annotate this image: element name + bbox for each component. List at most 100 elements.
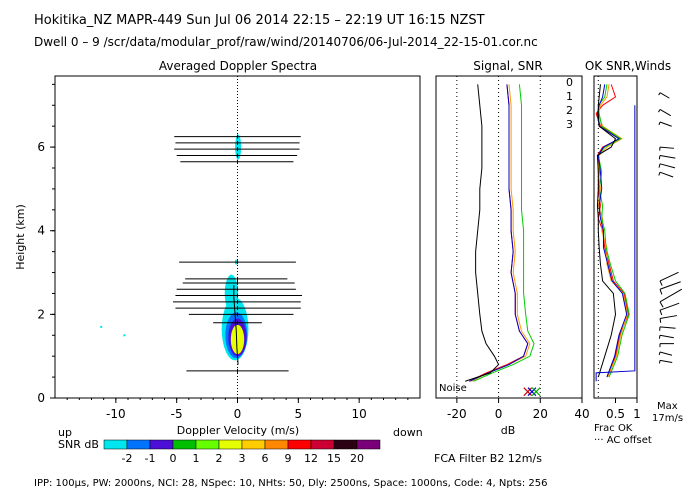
ok-legend-entry: 0 — [566, 76, 573, 89]
fca-filter: FCA Filter B2 12m/s — [434, 452, 542, 465]
wind-barb-head — [658, 92, 661, 96]
ticks-layer: -10 -5 0 5 10 0 2 4 6 -20 0 20 40 0.5 1 — [37, 83, 641, 421]
ok-legend-entry: 1 — [566, 90, 573, 103]
frac-ok-label: Frac OK — [594, 423, 633, 434]
wind-barb-head — [659, 301, 664, 308]
winds-x-tick-label: 0.5 — [606, 407, 625, 421]
footer-params: IPP: 100µs, PW: 2000ns, NCI: 28, NSpec: … — [34, 478, 547, 489]
height-tick-label: 0 — [37, 391, 45, 405]
wind-barb — [659, 271, 679, 286]
down-label: down — [393, 426, 423, 439]
snr-series-noise — [465, 84, 500, 382]
wind-barb-head — [658, 109, 661, 113]
spectra-stray-point — [100, 325, 103, 328]
wind-barb-shaft — [659, 359, 673, 364]
snr-marker-stroke — [523, 387, 533, 397]
spectra-layer — [100, 76, 302, 398]
wind-barb-head — [658, 335, 661, 339]
spectra-stray-point — [123, 334, 126, 337]
colorbar-level-label: 20 — [350, 452, 364, 465]
up-label: up — [58, 426, 72, 439]
wind-barb-shaft — [659, 315, 678, 320]
wind-barb-shaft — [659, 121, 672, 127]
colorbar-level-label: 12 — [304, 452, 318, 465]
wind-barb-shaft — [659, 351, 673, 356]
wind-barb-shaft — [659, 302, 680, 311]
wind-barb — [658, 359, 673, 364]
snr-marker — [531, 387, 541, 397]
header-file: Dwell 0 – 9 /scr/data/modular_prof/raw/w… — [34, 35, 538, 49]
snr-layer — [456, 76, 541, 398]
max-value-label: 17m/s — [652, 413, 683, 424]
snr-marker-stroke — [531, 387, 541, 397]
wind-barb — [659, 281, 681, 295]
colorbar-swatch — [356, 439, 381, 450]
y-axis-label: Height (km) — [14, 204, 27, 270]
wind-barb-head — [659, 280, 663, 286]
wind-barb-head — [658, 121, 661, 126]
spectra-blob-cyan-mid — [224, 274, 239, 313]
winds-x-tick-label: 1 — [633, 407, 641, 421]
wind-barb-shaft — [659, 146, 674, 149]
colorbar-swatch — [310, 439, 335, 450]
height-tick-label: 6 — [37, 140, 45, 154]
spectra-blob-cyan-upper — [235, 134, 242, 160]
ac-offset-legend: ··· AC offset — [594, 435, 652, 446]
colorbar-swatch — [218, 439, 243, 450]
colorbar-swatch — [195, 439, 220, 450]
wind-barb-shaft — [659, 92, 670, 99]
wind-barb-head — [659, 310, 663, 316]
wind-barb-head — [659, 289, 663, 295]
winds-title: OK SNR,Winds — [585, 59, 671, 73]
spectra-x-tick-label: -5 — [171, 407, 183, 421]
wind-barb-shaft — [659, 326, 676, 329]
colorbar-level-label: 9 — [285, 452, 292, 465]
wind-barb — [658, 163, 676, 169]
spectra-x-tick-label: 5 — [295, 407, 303, 421]
snr-marker — [523, 387, 533, 397]
wind-barb-shaft — [659, 171, 674, 178]
mean-velocity-trace — [233, 285, 239, 365]
ok-legend-entry: 3 — [566, 118, 573, 131]
snr-title: Signal, SNR — [473, 59, 542, 73]
wind-barb — [659, 288, 683, 308]
wind-barb — [658, 171, 674, 178]
colorbar-swatch — [241, 439, 266, 450]
wind-barb-shaft — [659, 281, 681, 290]
wind-barb-head — [658, 360, 661, 364]
ok-legend-entry: 2 — [566, 104, 573, 117]
snr-marker — [527, 387, 537, 397]
wind-barb — [659, 343, 674, 348]
colorbar-level-label: 1 — [193, 452, 200, 465]
colorbar-swatch — [333, 439, 358, 450]
snr-series-1 — [471, 84, 531, 382]
colorbar-level-label: 2 — [216, 452, 223, 465]
spectra-x-label: Doppler Velocity (m/s) — [177, 424, 299, 437]
spectra-x-tick-label: 10 — [352, 407, 367, 421]
wind-barb — [659, 315, 678, 323]
wind-barb — [659, 302, 680, 316]
snr-series-2 — [473, 84, 535, 382]
wind-barb-shaft — [659, 109, 671, 117]
ac-offset-dots: ··· — [594, 435, 607, 446]
colorbar-level-label: -2 — [122, 452, 133, 465]
max-label: Max — [657, 401, 678, 412]
ok-series-0 — [595, 84, 629, 378]
wind-barb — [658, 109, 671, 117]
snr-x-tick-label: 40 — [574, 407, 589, 421]
colorbar-level-label: -1 — [145, 452, 156, 465]
wind-barb — [659, 326, 676, 331]
colorbar-title: SNR dB — [58, 438, 99, 451]
height-tick-label: 2 — [37, 307, 45, 321]
snr-series-3 — [469, 84, 529, 382]
snr-x-label: dB — [501, 424, 516, 437]
wind-barb-head — [658, 163, 661, 168]
ok-series-3 — [596, 84, 628, 378]
frac-ok-line — [595, 105, 636, 382]
wind-barb-head — [659, 318, 662, 323]
colorbar-level-label: 6 — [262, 452, 269, 465]
wind-barb — [658, 121, 672, 127]
wind-barb-head — [658, 172, 661, 176]
